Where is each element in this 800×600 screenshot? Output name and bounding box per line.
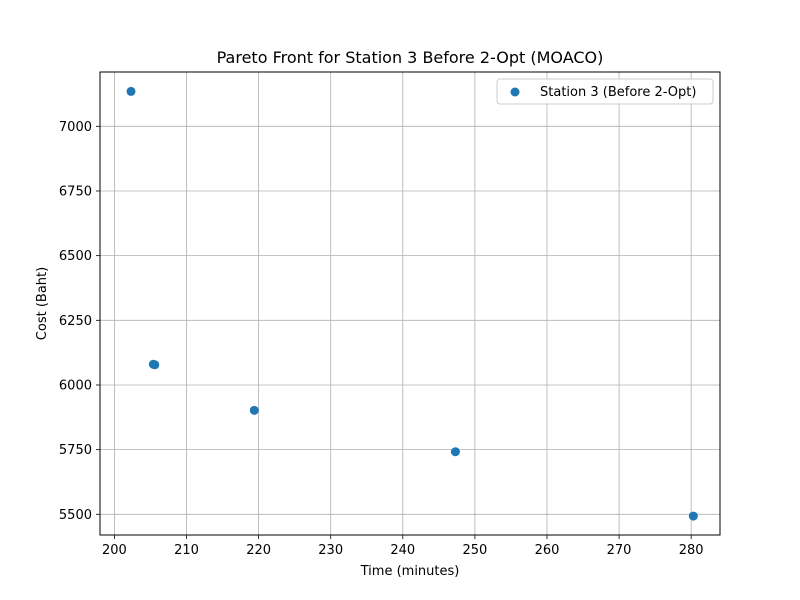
chart-title: Pareto Front for Station 3 Before 2-Opt … bbox=[217, 48, 604, 67]
data-point bbox=[150, 360, 160, 370]
x-tick-label: 280 bbox=[679, 543, 704, 558]
x-axis-label: Time (minutes) bbox=[360, 564, 460, 579]
y-tick-label: 6250 bbox=[59, 314, 92, 329]
y-axis-label: Cost (Baht) bbox=[35, 267, 50, 340]
legend-marker bbox=[510, 87, 520, 97]
y-tick-label: 6000 bbox=[59, 378, 92, 393]
plot-area bbox=[99, 71, 721, 536]
x-axis-ticks: 200 210 220 230 240 250 260 270 280 bbox=[102, 535, 704, 558]
y-axis-ticks: 5500 5750 6000 6250 6500 6750 7000 bbox=[59, 120, 100, 523]
legend-label: Station 3 (Before 2-Opt) bbox=[540, 85, 696, 100]
x-tick-label: 230 bbox=[318, 543, 343, 558]
x-tick-label: 220 bbox=[246, 543, 271, 558]
y-tick-label: 7000 bbox=[59, 120, 92, 135]
y-tick-label: 6750 bbox=[59, 184, 92, 199]
data-point bbox=[450, 447, 460, 457]
legend: Station 3 (Before 2-Opt) bbox=[496, 78, 714, 105]
data-point bbox=[249, 405, 259, 415]
x-tick-label: 270 bbox=[607, 543, 632, 558]
legend-box bbox=[496, 78, 714, 105]
x-tick-label: 250 bbox=[462, 543, 487, 558]
grid bbox=[100, 72, 720, 535]
y-tick-label: 5750 bbox=[59, 443, 92, 458]
y-tick-label: 5500 bbox=[59, 508, 92, 523]
data-points bbox=[126, 86, 698, 521]
y-tick-label: 6500 bbox=[59, 249, 92, 264]
x-tick-label: 200 bbox=[102, 543, 127, 558]
data-point bbox=[126, 86, 136, 96]
x-tick-label: 210 bbox=[174, 543, 199, 558]
data-point bbox=[688, 511, 698, 521]
x-tick-label: 240 bbox=[390, 543, 415, 558]
x-tick-label: 260 bbox=[535, 543, 560, 558]
